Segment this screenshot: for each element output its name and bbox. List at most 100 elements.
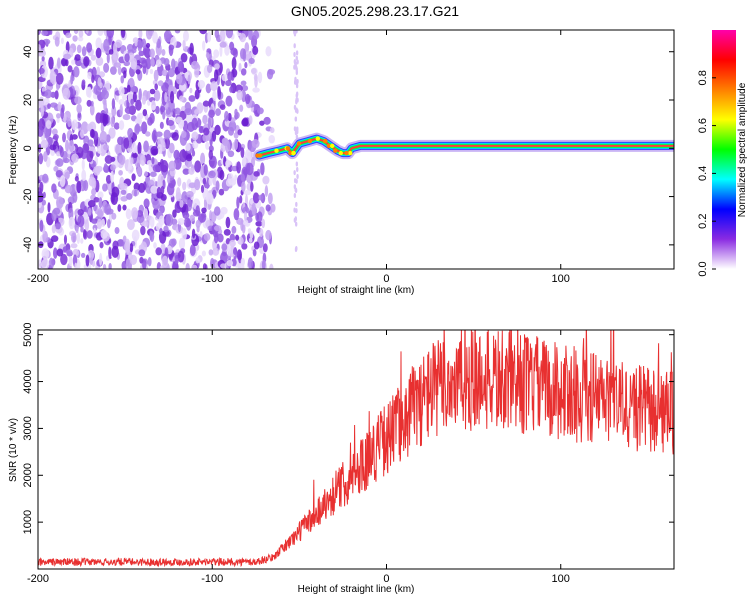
heatmap-cell (191, 131, 199, 141)
heatmap-cell (161, 69, 168, 77)
colorbar-tick-label: 0.6 (697, 118, 709, 133)
heatmap-cell (49, 71, 54, 83)
heatmap-cell (202, 263, 207, 269)
heatmap-cell (72, 35, 78, 42)
heatmap-cell (207, 117, 211, 130)
heatmap-cell (221, 137, 228, 145)
heatmap-cell (149, 231, 155, 243)
heatmap-cell (81, 158, 85, 171)
heatmap-cell (175, 116, 183, 125)
heatmap-cell (47, 103, 51, 109)
heatmap-cell (296, 59, 299, 65)
heatmap-cell (202, 133, 210, 142)
heatmap-cell (41, 248, 50, 260)
heatmap-cell (177, 60, 185, 73)
heatmap-cell (252, 30, 260, 40)
heatmap-cell (55, 169, 63, 178)
signal-track-point (330, 143, 335, 149)
heatmap-cell (214, 63, 220, 70)
heatmap-cell (152, 164, 161, 173)
heatmap-cell (103, 144, 110, 151)
heatmap-cell (244, 50, 252, 61)
heatmap-cell (87, 200, 96, 208)
heatmap-cell (238, 62, 242, 72)
heatmap-cell (113, 62, 122, 68)
heatmap-cell (146, 90, 151, 100)
heatmap-cell (74, 262, 78, 269)
heatmap-cell (189, 42, 194, 56)
heatmap-cell (293, 30, 296, 35)
heatmap-cell (106, 208, 114, 215)
heatmap-cell (242, 48, 247, 62)
heatmap-noise-cells (38, 30, 299, 269)
heatmap-cell (193, 67, 200, 78)
heatmap-cell (179, 199, 184, 208)
heatmap-cell (179, 95, 184, 102)
heatmap-cell (114, 227, 120, 234)
heatmap-cell (39, 181, 44, 194)
x-tick-label: -200 (27, 573, 49, 585)
heatmap-cell (294, 221, 298, 227)
heatmap-cell (143, 198, 150, 209)
heatmap-cell (177, 250, 185, 263)
heatmap-cell (68, 216, 75, 230)
snr-xlabel: Height of straight line (km) (298, 584, 415, 595)
heatmap-cell (39, 219, 44, 232)
heatmap-cell (229, 233, 236, 243)
heatmap-cell (38, 44, 42, 57)
heatmap-cell (241, 181, 246, 192)
heatmap-cell (219, 104, 226, 111)
signal-track-point (338, 150, 343, 156)
heatmap-cell (211, 130, 217, 142)
heatmap-cell (165, 213, 174, 227)
heatmap-cell (213, 206, 221, 216)
signal-track-point (285, 146, 291, 151)
heatmap-cell (118, 86, 125, 96)
heatmap-cell (115, 143, 123, 156)
heatmap-cell (56, 116, 60, 124)
heatmap-cell (233, 247, 238, 255)
heatmap-cell (83, 56, 90, 67)
heatmap-cell (57, 101, 62, 112)
heatmap-cell (111, 212, 117, 220)
heatmap-cell (168, 160, 177, 172)
heatmap-cell (293, 51, 296, 57)
heatmap-cell (296, 166, 299, 172)
heatmap-cell (127, 219, 135, 231)
heatmap-cell (142, 259, 147, 269)
heatmap-cell (111, 245, 119, 258)
heatmap-cell (123, 137, 130, 149)
heatmap-cell (219, 44, 223, 57)
heatmap-cell (251, 202, 256, 216)
heatmap-cell (247, 228, 252, 234)
heatmap-frame (37, 29, 675, 270)
heatmap-cell (59, 175, 66, 187)
heatmap-cell (177, 217, 185, 226)
heatmap-cell (133, 189, 137, 197)
heatmap-cell (99, 130, 108, 143)
heatmap-cell (147, 256, 152, 267)
heatmap-cell (97, 30, 104, 37)
heatmap-cell (70, 243, 78, 249)
heatmap-cell (149, 112, 155, 124)
heatmap-cell (178, 237, 186, 250)
heatmap-cell (140, 154, 146, 166)
heatmap-cell (149, 68, 154, 75)
heatmap-cell (236, 196, 240, 210)
heatmap-cell (74, 175, 79, 182)
heatmap-cell (239, 104, 244, 112)
heatmap-cell (89, 103, 95, 116)
heatmap-cell (124, 106, 133, 115)
heatmap-cell (208, 170, 216, 179)
heatmap-cell (104, 113, 109, 125)
heatmap-cell (202, 114, 208, 125)
heatmap-cell (75, 226, 79, 234)
heatmap-cell (295, 208, 298, 214)
heatmap-cell (70, 232, 77, 243)
heatmap-cell (189, 87, 193, 94)
heatmap-cell (91, 74, 95, 84)
heatmap-cell (66, 249, 73, 257)
heatmap-cell (63, 234, 68, 245)
heatmap-cell (141, 38, 147, 49)
heatmap-cell (215, 180, 220, 191)
